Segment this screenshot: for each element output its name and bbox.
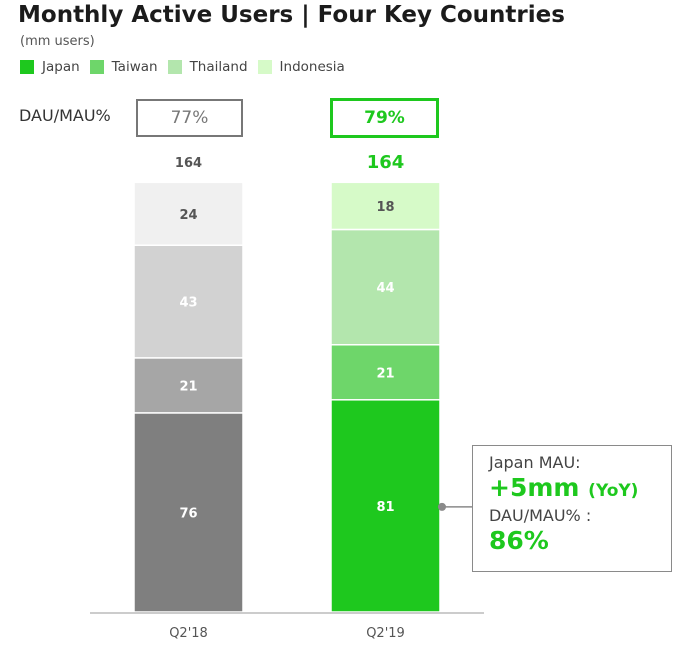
legend-label-indonesia: Indonesia [279,59,345,75]
data-label-thailand-q219: 44 [376,281,394,296]
japan-callout: Japan MAU: +5mm (YoY) DAU/MAU% : 86% [472,445,672,572]
legend: Japan Taiwan Thailand Indonesia [20,59,355,75]
x-tick-label-q218: Q2'18 [169,626,208,641]
legend-swatch-indonesia [257,60,272,74]
legend-label-taiwan: Taiwan [111,59,158,75]
callout-line-4: 86% [489,526,549,555]
callout-mau-change: +5mm [489,473,580,502]
data-label-japan-q218: 76 [179,506,197,521]
data-label-thailand-q218: 43 [179,296,197,311]
chart-subtitle: (mm users) [20,34,95,49]
dau-mau-box-q2-18: 77% [136,99,243,137]
legend-item-thailand: Thailand [167,59,248,75]
x-tick-label-q219: Q2'19 [366,626,405,641]
bar-segment-indonesia-q219 [330,181,441,231]
data-label-indonesia-q218: 24 [179,208,197,223]
data-label-indonesia-q219: 18 [376,200,394,215]
bar-segment-japan-q219 [330,399,441,613]
callout-connector-dot [438,502,446,511]
chart-title: Monthly Active Users | Four Key Countrie… [18,2,565,28]
legend-item-japan: Japan [20,59,80,75]
data-label-japan-q219: 81 [376,500,394,515]
bar-segment-taiwan-q218 [133,357,244,414]
bar-segment-japan-q218 [133,412,244,613]
total-label-q218: 164 [175,156,202,171]
dau-mau-label: DAU/MAU% [19,106,111,125]
bar-segment-thailand-q218 [133,244,244,359]
data-label-taiwan-q218: 21 [179,379,197,394]
data-label-taiwan-q219: 21 [376,366,394,381]
callout-line-3: DAU/MAU% : [489,506,592,525]
legend-swatch-taiwan [89,60,104,74]
total-label-q219: 164 [367,152,405,173]
bar-segment-taiwan-q219 [330,344,441,401]
bar-segment-thailand-q219 [330,228,441,346]
legend-item-taiwan: Taiwan [89,59,158,75]
callout-line-1: Japan MAU: [489,453,581,472]
legend-label-japan: Japan [42,59,80,75]
callout-yoy: (YoY) [588,481,639,501]
bar-segment-indonesia-q218 [133,181,244,246]
dau-mau-box-q2-19: 79% [330,98,439,138]
legend-item-indonesia: Indonesia [257,59,345,75]
legend-swatch-japan [20,60,34,74]
callout-line-2: +5mm (YoY) [489,473,671,506]
legend-label-thailand: Thailand [189,59,248,75]
legend-swatch-thailand [167,60,182,74]
